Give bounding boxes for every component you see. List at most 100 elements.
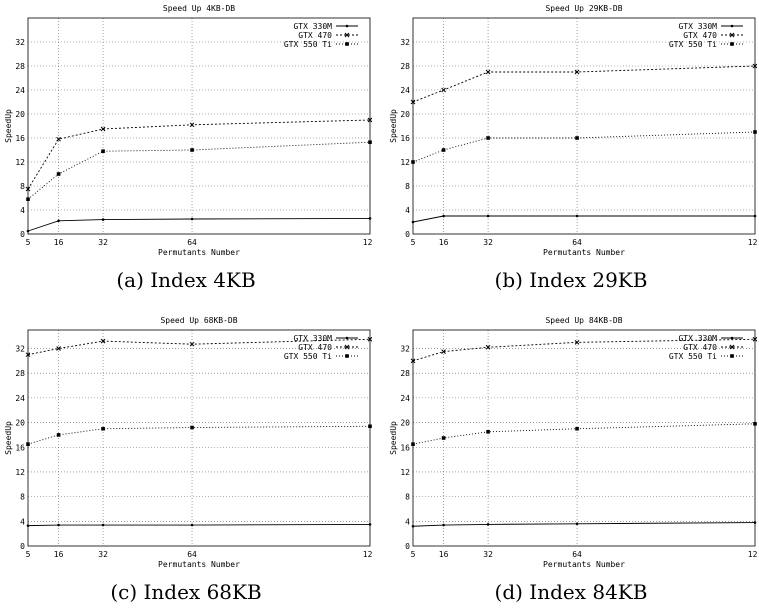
y-tick-label: 28 xyxy=(400,62,410,71)
data-point-gtx-470 xyxy=(100,126,106,132)
legend-label-gtx-470: GTX 470 xyxy=(683,343,717,352)
chart-panel-b: Speed Up 29KB-DB 0 4 8 12 16 20 24 28 32 5 16 32 64 12… xyxy=(385,0,757,300)
x-tick-label: 16 xyxy=(54,238,64,247)
data-point-gtx-550-ti xyxy=(101,426,105,431)
y-tick-label: 20 xyxy=(15,110,25,119)
data-point-gtx-550-ti xyxy=(486,430,490,434)
series-line-gtx-330m xyxy=(27,523,371,527)
x-tick-label: 128 xyxy=(748,550,757,559)
data-point-gtx-550-ti xyxy=(441,436,446,440)
data-point-gtx-330m xyxy=(486,214,490,218)
caption-a: (a) Index 4KB xyxy=(116,268,256,292)
x-tick-label: 16 xyxy=(439,550,449,559)
y-tick-label: 0 xyxy=(405,230,410,239)
series-line-gtx-330m xyxy=(412,215,755,223)
data-point-gtx-550-ti xyxy=(26,197,30,201)
data-point-gtx-470 xyxy=(574,69,580,75)
y-tick-label: 12 xyxy=(400,158,410,167)
chart-panel-c: Speed Up 68KB-DB 0 4 8 12 16 20 24 28 32 5 16 32 64 12… xyxy=(0,312,372,612)
data-point-gtx-330m xyxy=(442,523,445,527)
data-point-gtx-330m xyxy=(753,214,757,218)
y-tick-label: 12 xyxy=(400,468,410,477)
legend-marker-gtx-330m xyxy=(730,336,734,340)
chart-b: Speed Up 29KB-DB 0 4 8 12 16 20 24 28 32 5 16 32 64 12… xyxy=(389,4,757,257)
legend-label-gtx-550-ti: GTX 550 Ti xyxy=(284,352,332,361)
x-axis-label: Permutants Number xyxy=(543,560,625,569)
y-tick-label: 28 xyxy=(15,369,25,378)
legend-marker-gtx-330m xyxy=(345,336,349,340)
y-tick-label: 16 xyxy=(400,134,410,143)
chart-c: Speed Up 68KB-DB 0 4 8 12 16 20 24 28 32 5 16 32 64 12… xyxy=(4,316,372,569)
legend-marker-gtx-330m xyxy=(345,24,349,28)
series-line-gtx-550-ti xyxy=(27,425,371,445)
x-tick-label: 64 xyxy=(572,550,582,559)
data-point-gtx-470 xyxy=(441,87,446,93)
series-line-gtx-330m xyxy=(27,217,371,232)
data-point-gtx-330m xyxy=(575,522,579,526)
y-tick-label: 8 xyxy=(405,182,410,191)
data-point-gtx-550-ti xyxy=(190,425,194,430)
x-tick-label: 32 xyxy=(483,238,493,247)
data-point-gtx-330m xyxy=(442,214,445,218)
legend-marker-gtx-470 xyxy=(344,344,350,350)
chart-panel-d: Speed Up 84KB-DB 0 4 8 12 16 20 24 28 32 5 16 32 64 12… xyxy=(385,312,757,612)
x-tick-label: 128 xyxy=(363,550,372,559)
series-line-gtx-470 xyxy=(412,65,756,103)
y-tick-label: 24 xyxy=(400,394,410,403)
y-tick-label: 0 xyxy=(20,230,25,239)
data-point-gtx-550-ti xyxy=(368,424,372,429)
x-tick-label: 5 xyxy=(411,238,416,247)
caption-d: (d) Index 84KB xyxy=(494,580,648,604)
data-point-gtx-330m xyxy=(26,524,30,527)
x-axis-label: Permutants Number xyxy=(158,560,240,569)
data-point-gtx-550-ti xyxy=(56,433,61,437)
data-point-gtx-330m xyxy=(368,217,372,220)
series-line-gtx-470 xyxy=(27,119,371,190)
x-tick-label: 64 xyxy=(187,550,197,559)
data-point-gtx-550-ti xyxy=(753,130,757,134)
data-point-gtx-470 xyxy=(25,352,31,358)
data-point-gtx-470 xyxy=(189,341,195,347)
y-tick-label: 12 xyxy=(15,158,25,167)
y-tick-label: 8 xyxy=(20,493,25,502)
legend-label-gtx-330m: GTX 330M xyxy=(678,22,717,31)
y-tick-label: 28 xyxy=(15,62,25,71)
x-tick-label: 5 xyxy=(26,550,31,559)
data-point-gtx-470 xyxy=(189,122,195,128)
legend-label-gtx-330m: GTX 330M xyxy=(293,334,332,343)
x-tick-label: 16 xyxy=(439,238,449,247)
legend-marker-gtx-550-ti xyxy=(730,42,734,46)
caption-b: (b) Index 29KB xyxy=(494,268,648,292)
data-point-gtx-470 xyxy=(367,117,372,123)
x-tick-label: 128 xyxy=(363,238,372,247)
data-point-gtx-550-ti xyxy=(56,172,61,176)
data-point-gtx-330m xyxy=(575,214,579,218)
data-point-gtx-330m xyxy=(26,229,30,233)
legend-label-gtx-550-ti: GTX 550 Ti xyxy=(669,40,717,49)
plot-frame xyxy=(412,17,756,235)
legend-marker-gtx-550-ti xyxy=(730,354,734,358)
data-point-gtx-330m xyxy=(486,523,490,526)
plot-frame xyxy=(412,329,756,547)
y-tick-label: 24 xyxy=(400,86,410,95)
legend-marker-gtx-470 xyxy=(344,32,350,38)
data-point-gtx-330m xyxy=(101,523,105,527)
data-point-gtx-330m xyxy=(190,523,194,527)
legend-label-gtx-550-ti: GTX 550 Ti xyxy=(284,40,332,49)
legend-marker-gtx-330m xyxy=(730,24,734,28)
data-point-gtx-330m xyxy=(753,521,757,524)
y-tick-label: 20 xyxy=(400,110,410,119)
data-point-gtx-330m xyxy=(411,524,415,528)
data-point-gtx-550-ti xyxy=(575,136,579,140)
y-tick-label: 8 xyxy=(20,182,25,191)
y-tick-label: 12 xyxy=(15,468,25,477)
y-tick-label: 20 xyxy=(15,419,25,428)
x-axis-label: Permutants Number xyxy=(158,248,240,257)
series-line-gtx-550-ti xyxy=(412,423,756,445)
y-tick-label: 0 xyxy=(20,542,25,551)
plot-frame xyxy=(27,329,371,547)
legend-label-gtx-470: GTX 470 xyxy=(298,31,332,40)
data-point-gtx-470 xyxy=(367,336,372,342)
legend-label-gtx-550-ti: GTX 550 Ti xyxy=(669,352,717,361)
y-tick-label: 16 xyxy=(15,134,25,143)
